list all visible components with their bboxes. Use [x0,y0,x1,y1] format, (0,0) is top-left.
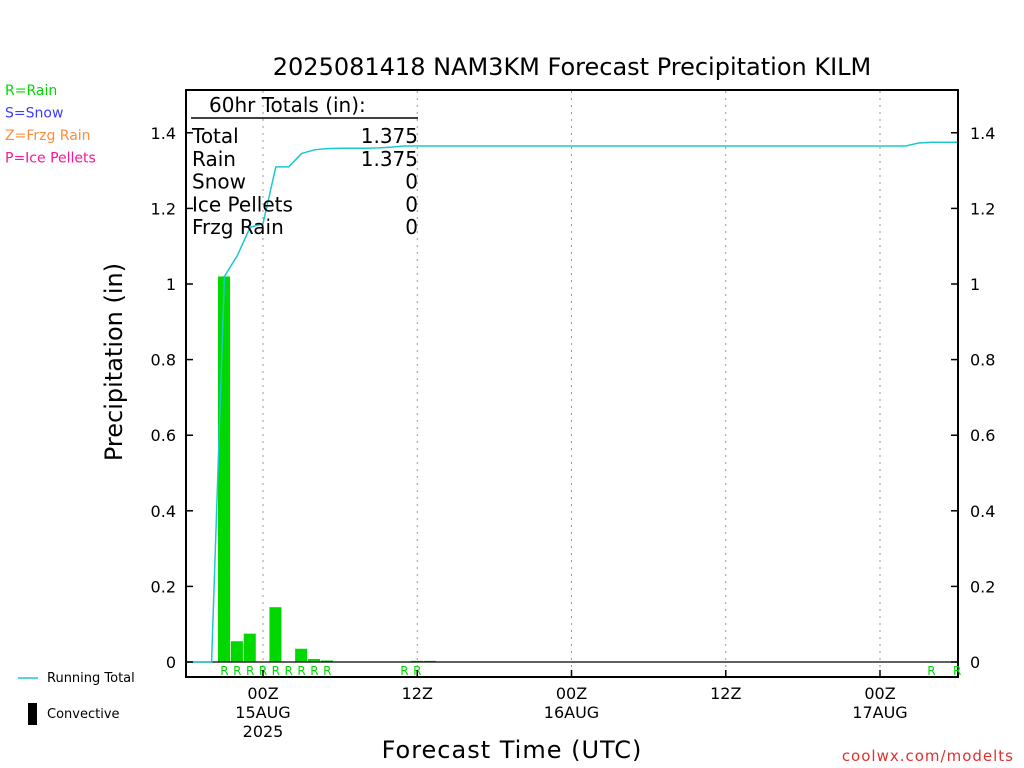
precip-type-markers: RRRRRRRRRRRRR [220,664,961,678]
precip-bar [269,607,282,662]
bar-series [218,276,436,663]
x-tick-label: 12Z [710,684,741,703]
series-legend-label: Convective [47,707,120,722]
totals-row-value: 0 [405,170,418,194]
precip-bar [243,633,256,662]
x-tick-label: 17AUG [852,703,907,722]
totals-box: 60hr Totals (in): Total 1.375 Rain 1.375 Sno… [191,93,418,239]
grid-lines [262,91,881,676]
y-tick-label-right: 0.8 [970,351,995,370]
totals-row-value: 1.375 [361,147,418,171]
x-axis-title: Forecast Time (UTC) [382,736,643,764]
totals-header: 60hr Totals (in): [209,93,366,117]
y-axis-right: 0 0.2 0.4 0.6 0.8 1 1.2 1.4 [951,124,995,672]
totals-row-label: Ice Pellets [192,192,293,216]
totals-row-label: Rain [192,147,236,171]
precip-type-marker: R [272,664,280,678]
precip-type-legend: R=Rain S=Snow Z=Frzg Rain P=Ice Pellets [5,83,96,167]
y-axis-title: Precipitation (in) [100,263,128,461]
precip-type-marker: R [953,664,961,678]
y-tick-label-right: 0.4 [970,502,995,521]
precip-bar [295,648,308,662]
precip-bar [320,660,333,662]
legend-bar-swatch [28,703,37,725]
precip-type-marker: R [246,664,254,678]
totals-row-label: Frzg Rain [192,215,284,239]
precip-type-marker: R [323,664,331,678]
y-tick-label: 0 [166,653,176,672]
y-tick-label-right: 1.4 [970,124,995,143]
y-tick-label-right: 0.6 [970,426,995,445]
y-tick-label: 1 [166,275,176,294]
precip-type-marker: R [927,664,935,678]
series-legend: Running Total Convective [18,671,135,725]
running-total-line [185,141,958,663]
precip-type-marker: R [297,664,305,678]
precip-type-marker: R [233,664,241,678]
y-axis-left: 0 0.2 0.4 0.6 0.8 1 1.2 1.4 [151,124,193,672]
y-tick-label: 0.4 [151,502,176,521]
type-legend-item: S=Snow [5,106,63,122]
y-tick-label: 1.4 [151,124,176,143]
precip-type-marker: R [310,664,318,678]
precip-type-marker: R [220,664,228,678]
credit-text: coolwx.com/modelts [842,747,1014,765]
y-tick-label: 0.8 [151,351,176,370]
running-total-series [185,141,958,663]
series-legend-label: Running Total [47,671,135,686]
x-tick-label: 00Z [556,684,587,703]
precip-type-marker: R [285,664,293,678]
x-tick-label: 2025 [243,722,284,741]
x-tick-label: 12Z [402,684,433,703]
y-tick-label-right: 0 [970,653,980,672]
precip-type-marker: R [400,664,408,678]
totals-row-label: Snow [192,170,246,194]
totals-row-value: 1.375 [361,124,418,148]
totals-row-label: Total [191,124,239,148]
type-legend-item: R=Rain [5,83,57,99]
totals-row-value: 0 [405,192,418,216]
y-tick-label: 0.2 [151,577,176,596]
totals-rows: Total 1.375 Rain 1.375 Snow 0 Ice Pellets 0 Frzg… [191,124,418,239]
y-tick-label-right: 0.2 [970,577,995,596]
x-tick-label: 16AUG [544,703,599,722]
precip-bar [218,276,231,662]
x-tick-label: 15AUG [235,703,290,722]
type-legend-item: Z=Frzg Rain [5,128,91,144]
x-tick-label: 00Z [247,684,278,703]
y-tick-label: 0.6 [151,426,176,445]
precip-bar [230,641,243,662]
y-tick-label: 1.2 [151,199,176,218]
y-tick-label-right: 1 [970,275,980,294]
type-legend-item: P=Ice Pellets [5,151,96,167]
chart-title: 2025081418 NAM3KM Forecast Precipitation… [273,53,871,81]
x-tick-label: 00Z [864,684,895,703]
totals-row-value: 0 [405,215,418,239]
y-tick-label-right: 1.2 [970,199,995,218]
precip-bar [307,658,321,662]
